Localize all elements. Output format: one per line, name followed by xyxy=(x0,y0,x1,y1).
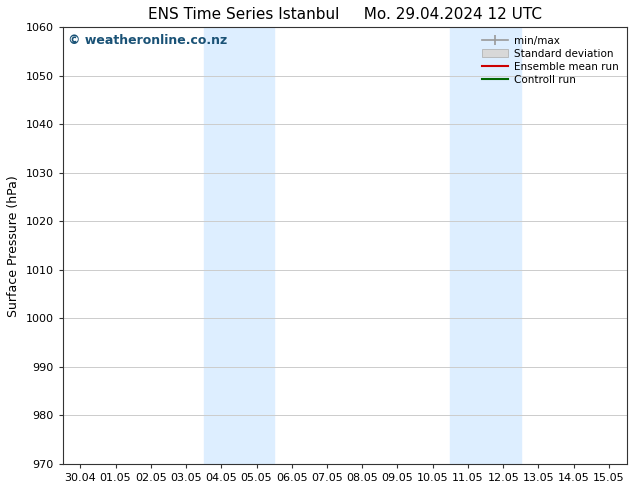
Text: © weatheronline.co.nz: © weatheronline.co.nz xyxy=(68,34,228,47)
Legend: min/max, Standard deviation, Ensemble mean run, Controll run: min/max, Standard deviation, Ensemble me… xyxy=(479,32,621,88)
Bar xyxy=(204,27,274,464)
Y-axis label: Surface Pressure (hPa): Surface Pressure (hPa) xyxy=(7,175,20,317)
Bar xyxy=(450,27,521,464)
Title: ENS Time Series Istanbul     Mo. 29.04.2024 12 UTC: ENS Time Series Istanbul Mo. 29.04.2024 … xyxy=(148,7,541,22)
